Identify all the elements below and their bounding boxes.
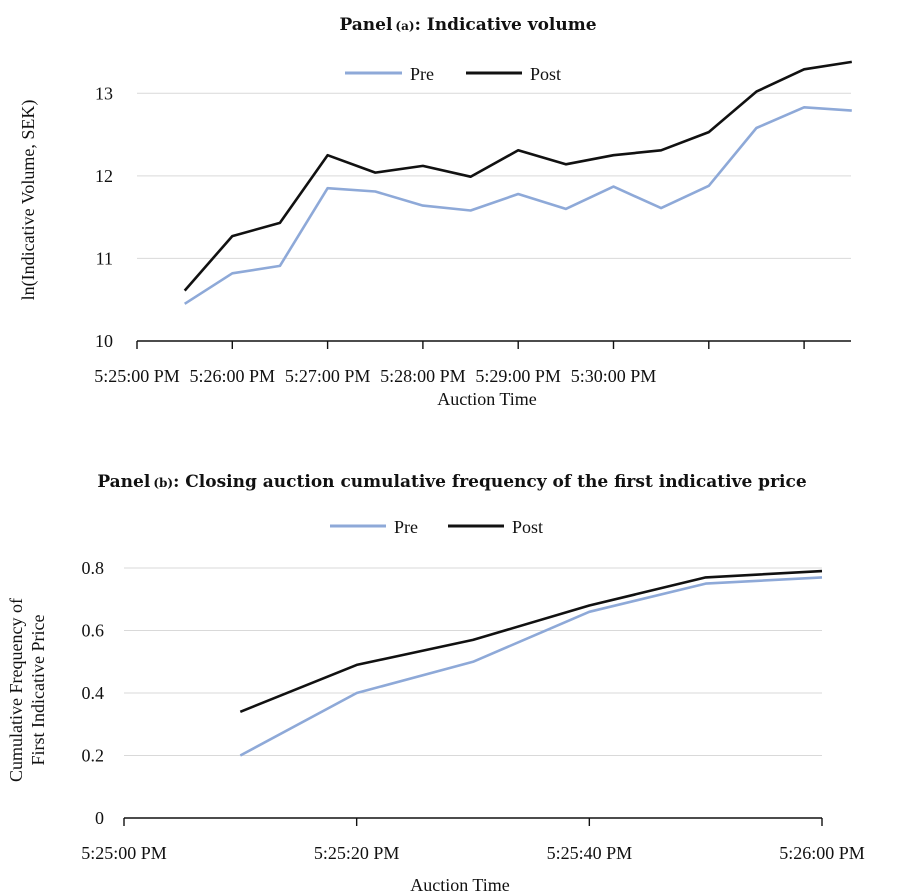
- panel-b-title: Panel (b): Closing auction cumulative fre…: [97, 472, 806, 492]
- panel-b-ylabel-line2: First Indicative Price: [28, 615, 48, 766]
- y-tick-label: 0.2: [82, 746, 105, 766]
- x-tick-label: 5:25:00 PM: [81, 843, 167, 863]
- x-tick-label: 5:25:40 PM: [547, 843, 633, 863]
- panel-a: Panel (a): Indicative volume Pre Post 10 1…: [18, 15, 852, 409]
- panel-a-legend: Pre Post: [345, 64, 561, 84]
- panel-b-xlabel: Auction Time: [410, 875, 510, 895]
- panel-a-xlabel: Auction Time: [437, 389, 537, 409]
- y-tick-label: 0: [95, 808, 104, 828]
- series-line-pre: [183, 106, 852, 305]
- y-tick-label: 12: [95, 166, 113, 186]
- series-line-post: [183, 60, 852, 292]
- x-tick-label: 5:25:00 PM: [94, 366, 180, 386]
- panel-a-title: Panel (a): Indicative volume: [339, 15, 596, 35]
- x-tick-label: 5:28:00 PM: [380, 366, 466, 386]
- y-tick-label: 10: [95, 331, 113, 351]
- y-tick-label: 0.8: [82, 558, 105, 578]
- x-tick-label: 5:30:00 PM: [571, 366, 657, 386]
- x-tick-label: 5:27:00 PM: [285, 366, 371, 386]
- x-tick-label: 5:29:00 PM: [475, 366, 561, 386]
- x-tick-label: 5:25:20 PM: [314, 843, 400, 863]
- legend-label-post: Post: [512, 517, 543, 537]
- legend-label-pre: Pre: [410, 64, 434, 84]
- panel-b: Panel (b): Closing auction cumulative fre…: [6, 472, 865, 895]
- legend-label-post: Post: [530, 64, 561, 84]
- y-tick-label: 13: [95, 83, 113, 103]
- panel-b-legend: Pre Post: [330, 517, 543, 537]
- legend-label-pre: Pre: [394, 517, 418, 537]
- series-line-post: [239, 569, 823, 714]
- panel-b-ylabel-line1: Cumulative Frequency of: [6, 598, 26, 782]
- x-tick-label: 5:26:00 PM: [779, 843, 865, 863]
- y-tick-label: 11: [96, 248, 113, 268]
- y-tick-label: 0.4: [82, 683, 105, 703]
- x-tick-label: 5:26:00 PM: [190, 366, 276, 386]
- panel-a-ylabel: ln(Indicative Volume, SEK): [18, 100, 39, 301]
- series-line-pre: [239, 576, 823, 757]
- y-tick-label: 0.6: [82, 621, 105, 641]
